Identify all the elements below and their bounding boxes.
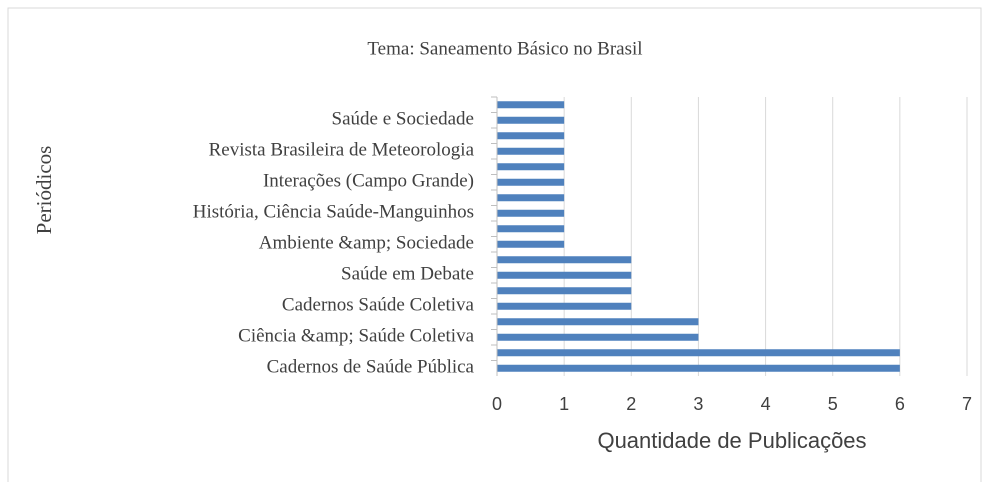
x-tick-label: 5 [828, 394, 838, 414]
x-tick-label: 1 [559, 394, 569, 414]
chart-border [7, 7, 982, 482]
y-tick-label: Interações (Campo Grande) [263, 171, 474, 192]
y-tick-label: Cadernos de Saúde Pública [267, 357, 475, 378]
bar [497, 287, 632, 295]
y-tick-label: Cadernos Saúde Coletiva [282, 295, 475, 316]
y-tick-label: Ciência &amp; Saúde Coletiva [238, 326, 474, 347]
x-tick-label: 0 [492, 394, 502, 414]
bar [497, 256, 632, 264]
chart-title: Tema: Saneamento Básico no Brasil [367, 38, 642, 59]
y-tick-label: Saúde em Debate [341, 264, 474, 285]
y-tick-label: Saúde e Sociedade [332, 109, 474, 130]
bar [497, 116, 565, 124]
bar [497, 178, 565, 186]
bar [497, 132, 565, 140]
bar [497, 194, 565, 202]
bar [497, 271, 632, 279]
x-tick-label: 4 [761, 394, 771, 414]
bar [497, 349, 900, 357]
bar [497, 147, 565, 155]
bar [497, 209, 565, 217]
x-tick-label: 3 [693, 394, 703, 414]
bar [497, 302, 632, 310]
bar [497, 225, 565, 233]
x-tick-label: 6 [895, 394, 905, 414]
y-axis-label: Periódicos [32, 146, 56, 235]
bar [497, 333, 699, 341]
y-tick-label: História, Ciência Saúde-Manguinhos [193, 202, 474, 223]
x-tick-label: 2 [626, 394, 636, 414]
bar [497, 101, 565, 109]
y-tick-label: Revista Brasileira de Meteorologia [209, 140, 475, 161]
bar [497, 364, 900, 372]
bar [497, 240, 565, 248]
y-tick-label: Ambiente &amp; Sociedade [259, 233, 474, 254]
bar [497, 318, 699, 326]
x-tick-label: 7 [962, 394, 972, 414]
x-axis-label: Quantidade de Publicações [597, 428, 866, 453]
bar [497, 163, 565, 171]
